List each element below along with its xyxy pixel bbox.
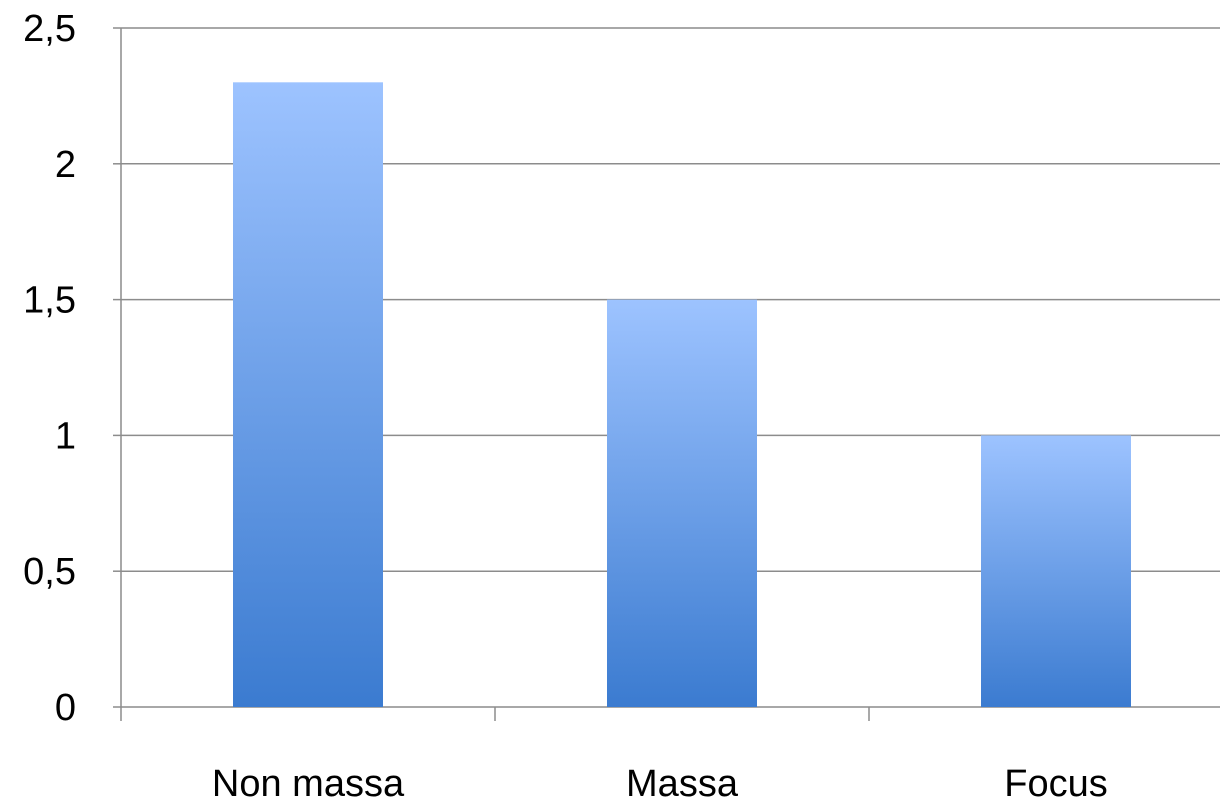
y-tick-label: 1,5 <box>23 280 76 322</box>
y-tick-label: 2,5 <box>23 8 76 50</box>
bar-non-massa <box>233 82 383 707</box>
y-tick-labels: 0 0,5 1 1,5 2 2,5 <box>23 8 76 729</box>
y-tick-label: 1 <box>55 415 76 457</box>
x-category-label: Non massa <box>212 763 405 802</box>
bars <box>233 82 1131 707</box>
y-tick-label: 0 <box>55 687 76 729</box>
x-category-labels: Non massa Massa Focus <box>212 763 1108 802</box>
x-category-label: Massa <box>626 763 739 802</box>
y-tick-label: 2 <box>55 144 76 186</box>
bar-massa <box>607 299 757 707</box>
x-category-label: Focus <box>1004 763 1107 802</box>
bar-focus <box>981 435 1131 707</box>
y-tick-label: 0,5 <box>23 551 76 593</box>
